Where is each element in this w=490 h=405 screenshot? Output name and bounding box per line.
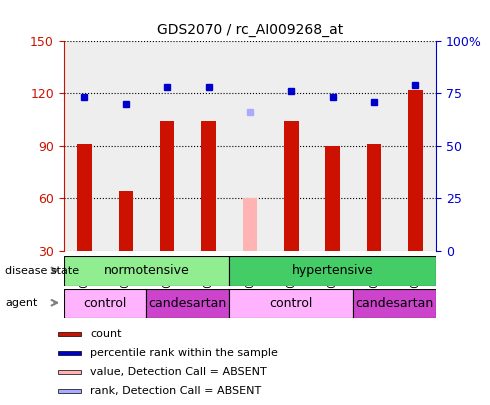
Bar: [325, 146, 340, 251]
Bar: [201, 121, 216, 251]
Bar: [77, 144, 92, 251]
Text: normotensive: normotensive: [103, 264, 189, 277]
FancyBboxPatch shape: [229, 256, 436, 286]
Bar: [58, 332, 81, 336]
Text: control: control: [83, 297, 127, 310]
Title: GDS2070 / rc_AI009268_at: GDS2070 / rc_AI009268_at: [157, 23, 343, 37]
Text: candesartan: candesartan: [356, 297, 434, 310]
Text: agent: agent: [5, 298, 37, 308]
Text: count: count: [90, 328, 122, 339]
Text: control: control: [270, 297, 313, 310]
Text: rank, Detection Call = ABSENT: rank, Detection Call = ABSENT: [90, 386, 261, 396]
FancyBboxPatch shape: [64, 256, 229, 286]
Text: candesartan: candesartan: [148, 297, 227, 310]
Bar: [58, 370, 81, 374]
Bar: [160, 121, 174, 251]
FancyBboxPatch shape: [353, 289, 436, 318]
Bar: [284, 121, 298, 251]
Bar: [408, 90, 423, 251]
Text: percentile rank within the sample: percentile rank within the sample: [90, 348, 278, 358]
Bar: [119, 192, 133, 251]
FancyBboxPatch shape: [229, 289, 353, 318]
Bar: [58, 351, 81, 355]
Bar: [243, 198, 257, 251]
Bar: [367, 144, 381, 251]
Text: disease state: disease state: [5, 266, 79, 275]
Bar: [58, 389, 81, 393]
FancyBboxPatch shape: [147, 289, 229, 318]
Text: value, Detection Call = ABSENT: value, Detection Call = ABSENT: [90, 367, 267, 377]
FancyBboxPatch shape: [64, 289, 147, 318]
Text: hypertensive: hypertensive: [292, 264, 373, 277]
